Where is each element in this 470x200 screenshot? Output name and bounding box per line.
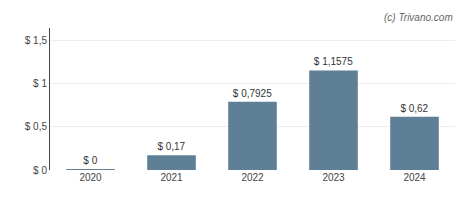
svg-text:$ 0: $ 0 xyxy=(33,165,47,176)
svg-text:2023: 2023 xyxy=(322,172,345,183)
svg-text:$ 1: $ 1 xyxy=(33,78,47,89)
svg-text:$ 1,1575: $ 1,1575 xyxy=(314,56,353,67)
svg-text:2024: 2024 xyxy=(403,172,426,183)
svg-text:$ 0,62: $ 0,62 xyxy=(400,103,428,114)
svg-text:$ 1,5: $ 1,5 xyxy=(25,35,48,46)
svg-text:$ 0,7925: $ 0,7925 xyxy=(233,88,272,99)
svg-text:$ 0,17: $ 0,17 xyxy=(157,141,185,152)
svg-text:2022: 2022 xyxy=(241,172,264,183)
svg-text:(c) Trivano.com: (c) Trivano.com xyxy=(384,12,453,23)
svg-text:2021: 2021 xyxy=(160,172,183,183)
svg-text:$ 0,5: $ 0,5 xyxy=(25,121,48,132)
svg-text:2020: 2020 xyxy=(79,172,102,183)
svg-text:$ 0: $ 0 xyxy=(83,155,97,166)
